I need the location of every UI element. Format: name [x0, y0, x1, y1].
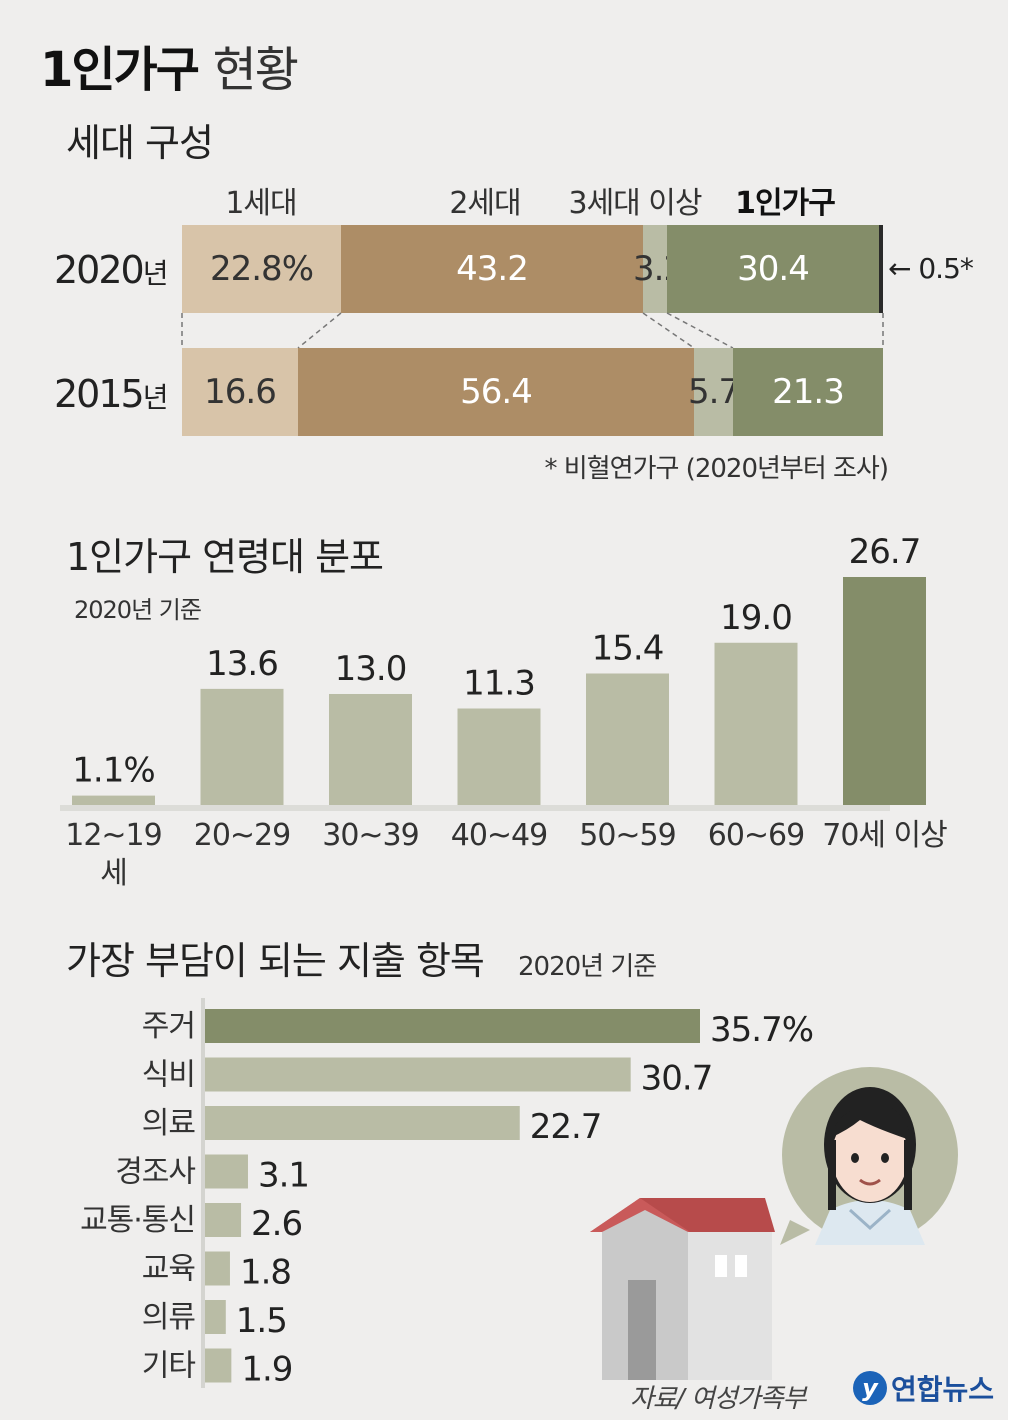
- composition-footnote: * 비혈연가구 (2020년부터 조사): [544, 454, 889, 484]
- expense-chart: 주거 35.7% 식비 30.7 의료 22.7 경조사 3.1 교통·통신 2.6 교육 1.8 의류…: [80, 998, 814, 1390]
- source-note: 자료/ 여성가족부: [630, 1384, 806, 1414]
- year-2015-suffix: 년: [142, 381, 169, 414]
- expense-bar: [205, 1203, 242, 1237]
- expense-category-label: 교육: [142, 1252, 195, 1287]
- expense-category-label: 식비: [142, 1058, 195, 1093]
- age-category-label: 40~49: [451, 818, 547, 853]
- age-category-label: 70세 이상: [822, 818, 947, 853]
- expense-value-label: 35.7%: [710, 1010, 813, 1050]
- illustration: [590, 1067, 958, 1380]
- seg-2020-gen2: 43.2: [341, 225, 643, 313]
- page-title: 1인가구 현황: [40, 30, 299, 100]
- year-2020: 2020: [54, 248, 145, 292]
- label-single: 1인가구: [735, 186, 836, 221]
- label-gen3: 3세대 이상: [568, 186, 702, 221]
- year-2015: 2015: [54, 372, 145, 416]
- seg-2015-gen2: 56.4: [298, 348, 694, 436]
- expense-bar: [205, 1300, 226, 1334]
- age-bar-value-label: 19.0: [720, 598, 792, 638]
- expense-value-label: 30.7: [641, 1059, 713, 1099]
- house-icon: [590, 1198, 775, 1380]
- yonhap-logo-text: 연합뉴스: [890, 1373, 994, 1406]
- expense-axis: [201, 998, 205, 1388]
- age-bar-value-label: 26.7: [849, 532, 921, 572]
- label-gen1: 1세대: [225, 186, 297, 221]
- seg-2015-gen1: 16.6: [182, 348, 298, 436]
- expense-chart-subtitle: 2020년 기준: [518, 952, 657, 982]
- expense-category-label: 기타: [142, 1349, 196, 1384]
- year-2015-label: 2015년: [54, 372, 169, 416]
- connector-4: [666, 312, 734, 349]
- composition-title: 세대 구성: [66, 121, 214, 165]
- age-category-label: 20~29: [194, 818, 290, 853]
- expense-value-label: 1.8: [240, 1253, 291, 1293]
- age-category-label: 30~39: [322, 818, 418, 853]
- expense-value-label: 1.9: [241, 1350, 292, 1390]
- year-2020-suffix: 년: [142, 257, 169, 290]
- age-bar-value-label: 11.3: [463, 664, 535, 704]
- age-chart: 1.1% 12~19세 13.6 20~29 13.0 30~39 11.3 40~49 15.…: [60, 532, 948, 891]
- expense-bar: [205, 1106, 520, 1140]
- expense-category-label: 주거: [142, 1009, 195, 1044]
- yonhap-logo-icon: y: [852, 1371, 887, 1405]
- connector-3: [642, 312, 695, 349]
- age-bar: [714, 642, 798, 805]
- expense-chart-title: 가장 부담이 되는 지출 항목: [66, 939, 485, 983]
- age-axis-baseline: [60, 805, 890, 811]
- age-category-label: 세: [100, 856, 127, 891]
- age-bar: [200, 688, 284, 805]
- expense-bar: [205, 1009, 700, 1043]
- title-bold: 1인가구: [40, 42, 200, 98]
- expense-category-label: 의류: [142, 1300, 196, 1335]
- expense-bar: [205, 1251, 230, 1286]
- age-category-label: 60~69: [708, 818, 804, 853]
- age-bar: [72, 795, 155, 805]
- woman-avatar-icon: [780, 1067, 958, 1245]
- expense-category-label: 의료: [142, 1106, 196, 1141]
- composition-connectors: [181, 312, 884, 349]
- year-2020-label: 2020년: [54, 248, 169, 292]
- age-bar-value-label: 13.6: [206, 644, 278, 684]
- age-bar-value-label: 15.4: [592, 628, 664, 668]
- seg-2020-single: 30.4: [667, 225, 879, 313]
- expense-category-label: 교통·통신: [80, 1203, 195, 1238]
- age-category-label: 50~59: [579, 818, 675, 853]
- age-chart-title: 1인가구 연령대 분포: [66, 535, 384, 579]
- expense-value-label: 1.5: [236, 1301, 287, 1341]
- expense-value-label: 2.6: [251, 1204, 302, 1244]
- age-bar: [586, 673, 669, 805]
- age-bar: [457, 708, 541, 805]
- seg-2015-gen3: 5.7: [688, 348, 740, 436]
- age-chart-subtitle: 2020년 기준: [74, 596, 202, 624]
- age-bar: [843, 577, 926, 805]
- expense-value-label: 3.1: [258, 1156, 309, 1196]
- age-category-label: 12~19: [65, 818, 161, 853]
- connector-2: [297, 312, 342, 349]
- expense-bar: [205, 1154, 248, 1189]
- age-bar-value-label: 1.1%: [72, 751, 154, 791]
- other-note: ← 0.5*: [888, 252, 974, 285]
- yonhap-logo: y 연합뉴스: [852, 1368, 994, 1408]
- expense-value-label: 22.7: [530, 1107, 602, 1147]
- title-rest: 현황: [212, 42, 299, 98]
- age-bar: [329, 693, 412, 805]
- age-bar-value-label: 13.0: [335, 649, 407, 689]
- seg-2020-other: [879, 225, 883, 313]
- expense-bar: [205, 1348, 232, 1383]
- label-gen2: 2세대: [449, 186, 521, 221]
- seg-2020-gen1: 22.8%: [182, 225, 341, 313]
- expense-category-label: 경조사: [115, 1155, 195, 1190]
- expense-bar: [205, 1057, 631, 1092]
- seg-2015-gen3-value: 5.7: [688, 372, 740, 412]
- seg-2015-single: 21.3: [733, 348, 883, 436]
